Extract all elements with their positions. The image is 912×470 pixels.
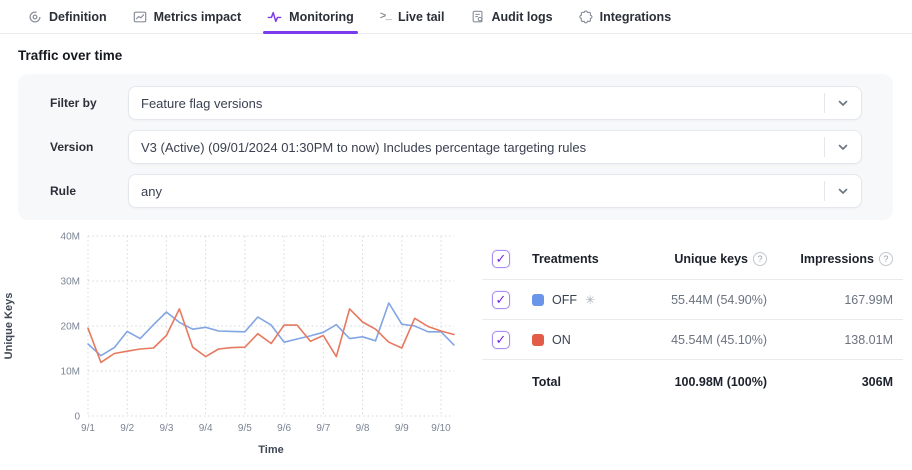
total-label: Total: [532, 375, 561, 389]
treatments-header: Treatments: [532, 251, 599, 266]
version-row: Version V3 (Active) (09/01/2024 01:30PM …: [50, 130, 862, 164]
tab-bar: Definition Metrics impact Monitoring >_ …: [0, 0, 912, 34]
select-divider: [824, 93, 825, 113]
default-treatment-icon: ✳: [585, 292, 596, 307]
treatments-table: ✓ Treatments Unique keys? Impressions? ✓…: [482, 238, 903, 404]
svg-text:30M: 30M: [61, 277, 80, 288]
off-color-swatch: [532, 293, 544, 306]
tab-audit-logs[interactable]: Audit logs: [471, 0, 553, 33]
table-header-row: ✓ Treatments Unique keys? Impressions?: [482, 238, 903, 280]
version-select[interactable]: V3 (Active) (09/01/2024 01:30PM to now) …: [128, 130, 862, 164]
chart-box-icon: [133, 10, 147, 24]
checkmark-icon: ✓: [495, 251, 507, 266]
select-divider: [824, 137, 825, 157]
table-row-off: ✓ OFF ✳ 55.44M (54.90%) 167.99M: [482, 280, 903, 320]
svg-text:9/1: 9/1: [81, 423, 95, 434]
rule-select[interactable]: any: [128, 174, 862, 208]
on-checkbox[interactable]: ✓: [492, 330, 510, 349]
rule-row: Rule any: [50, 174, 862, 208]
target-icon: [28, 10, 42, 24]
terminal-icon: >_: [379, 10, 392, 23]
svg-text:0: 0: [74, 412, 80, 423]
svg-text:20M: 20M: [61, 322, 80, 333]
off-impressions: 167.99M: [844, 292, 893, 307]
on-color-swatch: [532, 333, 544, 346]
treatment-name: ON: [552, 332, 571, 347]
tab-integrations[interactable]: Integrations: [578, 0, 672, 33]
rule-label: Rule: [50, 184, 77, 198]
pulse-icon: [267, 10, 282, 24]
filter-by-select[interactable]: Feature flag versions: [128, 86, 862, 120]
tab-label: Integrations: [599, 9, 672, 24]
filter-card: Filter by Feature flag versions Version …: [18, 74, 893, 220]
traffic-chart: 0 10M 20M 30M 40M 9/1 9/2 9/3 9/4 9/5 9/6 9/7 9/8 9/9…: [3, 232, 455, 456]
filter-by-label: Filter by: [50, 96, 97, 110]
filter-by-row: Filter by Feature flag versions: [50, 86, 862, 120]
select-all-checkbox[interactable]: ✓: [492, 249, 510, 268]
tab-label: Definition: [49, 9, 107, 24]
tab-live-tail[interactable]: >_ Live tail: [380, 0, 445, 33]
puzzle-icon: [578, 9, 593, 24]
unique-keys-header: Unique keys: [674, 251, 748, 266]
svg-text:9/8: 9/8: [356, 423, 370, 434]
tab-label: Audit logs: [491, 9, 553, 24]
on-unique-keys: 45.54M (45.10%): [671, 332, 767, 347]
svg-text:Time: Time: [258, 444, 283, 456]
on-impressions: 138.01M: [844, 332, 893, 347]
tab-label: Metrics impact: [153, 9, 242, 24]
svg-text:10M: 10M: [61, 367, 80, 378]
off-unique-keys: 55.44M (54.90%): [671, 292, 767, 307]
table-row-total: Total 100.98M (100%) 306M: [482, 360, 903, 404]
select-divider: [824, 181, 825, 201]
tab-label: Live tail: [397, 9, 445, 24]
treatment-name: OFF: [552, 292, 577, 307]
chevron-down-icon: [825, 185, 861, 197]
table-row-on: ✓ ON 45.54M (45.10%) 138.01M: [482, 320, 903, 360]
impressions-header: Impressions: [800, 251, 874, 266]
version-value: V3 (Active) (09/01/2024 01:30PM to now) …: [141, 139, 587, 155]
svg-text:9/5: 9/5: [238, 423, 252, 434]
svg-text:40M: 40M: [61, 232, 80, 243]
svg-text:9/3: 9/3: [159, 423, 173, 434]
svg-text:9/2: 9/2: [120, 423, 134, 434]
svg-text:Unique Keys: Unique Keys: [3, 293, 15, 360]
svg-text:9/7: 9/7: [316, 423, 330, 434]
svg-text:9/9: 9/9: [395, 423, 409, 434]
help-icon[interactable]: ?: [879, 251, 893, 266]
version-label: Version: [50, 140, 94, 154]
checkmark-icon: ✓: [495, 332, 507, 347]
filter-by-value: Feature flag versions: [141, 95, 263, 111]
page-title: Traffic over time: [18, 48, 123, 63]
total-unique-keys: 100.98M (100%): [674, 375, 767, 389]
chevron-down-icon: [825, 97, 861, 109]
rule-value: any: [141, 183, 162, 199]
tab-monitoring[interactable]: Monitoring: [263, 0, 358, 34]
chevron-down-icon: [825, 141, 861, 153]
svg-text:9/10: 9/10: [431, 423, 451, 434]
off-checkbox[interactable]: ✓: [492, 290, 510, 309]
tab-label: Monitoring: [289, 9, 354, 24]
svg-text:9/6: 9/6: [277, 423, 291, 434]
svg-text:9/4: 9/4: [199, 423, 213, 434]
total-impressions: 306M: [861, 375, 893, 389]
tab-definition[interactable]: Definition: [28, 0, 107, 33]
help-icon[interactable]: ?: [753, 251, 767, 266]
checkmark-icon: ✓: [495, 292, 507, 307]
tab-metrics-impact[interactable]: Metrics impact: [133, 0, 242, 33]
document-search-icon: [471, 10, 485, 24]
